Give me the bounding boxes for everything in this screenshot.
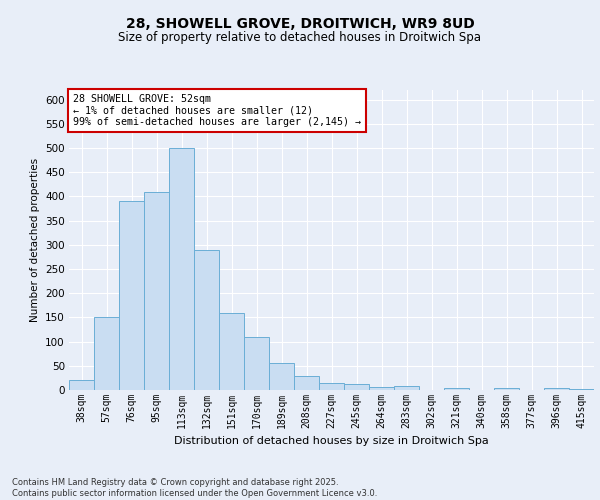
Text: 28, SHOWELL GROVE, DROITWICH, WR9 8UD: 28, SHOWELL GROVE, DROITWICH, WR9 8UD bbox=[125, 18, 475, 32]
Bar bbox=[344, 384, 369, 390]
Bar bbox=[369, 386, 394, 390]
Bar bbox=[569, 388, 594, 390]
X-axis label: Distribution of detached houses by size in Droitwich Spa: Distribution of detached houses by size … bbox=[174, 436, 489, 446]
Bar bbox=[544, 388, 569, 390]
Bar bbox=[244, 337, 269, 390]
Bar bbox=[294, 376, 319, 390]
Text: Size of property relative to detached houses in Droitwich Spa: Size of property relative to detached ho… bbox=[119, 31, 482, 44]
Bar bbox=[169, 148, 194, 390]
Text: 28 SHOWELL GROVE: 52sqm
← 1% of detached houses are smaller (12)
99% of semi-det: 28 SHOWELL GROVE: 52sqm ← 1% of detached… bbox=[73, 94, 361, 128]
Text: Contains HM Land Registry data © Crown copyright and database right 2025.
Contai: Contains HM Land Registry data © Crown c… bbox=[12, 478, 377, 498]
Bar bbox=[119, 202, 144, 390]
Bar bbox=[319, 382, 344, 390]
Bar bbox=[194, 250, 219, 390]
Bar bbox=[444, 388, 469, 390]
Bar bbox=[269, 364, 294, 390]
Bar bbox=[69, 380, 94, 390]
Bar bbox=[219, 312, 244, 390]
Bar bbox=[494, 388, 519, 390]
Y-axis label: Number of detached properties: Number of detached properties bbox=[29, 158, 40, 322]
Bar bbox=[394, 386, 419, 390]
Bar bbox=[144, 192, 169, 390]
Bar bbox=[94, 318, 119, 390]
